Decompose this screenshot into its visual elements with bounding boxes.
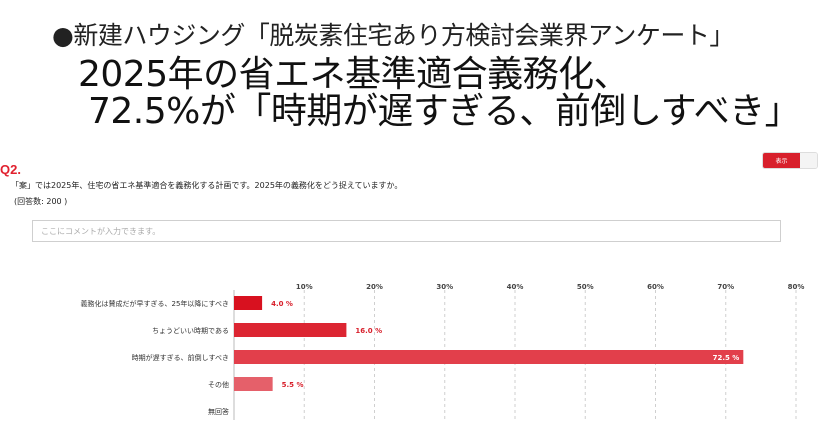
- value-label: 5.5 %: [282, 381, 304, 389]
- toggle-knob[interactable]: [800, 153, 817, 168]
- x-tick-label: 60%: [647, 283, 664, 291]
- display-toggle[interactable]: 表示: [762, 152, 818, 169]
- value-label: 72.5 %: [713, 354, 740, 362]
- bar: [234, 323, 347, 337]
- response-count: (回答数: 200 ): [14, 197, 68, 206]
- bar-chart: 10% 20% 30% 40% 50% 60% 70% 80% 義務化は賛成だが早すぎる、25年…: [81, 283, 805, 420]
- headline-title: 2025年の省エネ基準適合義務化、: [78, 54, 630, 95]
- x-tick-label: 50%: [577, 283, 594, 291]
- x-tick-label: 30%: [436, 283, 453, 291]
- value-label: 16.0 %: [355, 327, 382, 335]
- category-label: ちょうどいい時期である: [152, 327, 229, 335]
- headline-source: ●新建ハウジング「脱炭素住宅あり方検討会業界アンケート」: [52, 21, 734, 50]
- comment-input[interactable]: [32, 220, 781, 242]
- x-tick-label: 10%: [296, 283, 313, 291]
- question-text: 「案」では2025年、住宅の省エネ基準適合を義務化する計画です。2025年の義務…: [11, 181, 403, 190]
- x-tick-label: 70%: [717, 283, 734, 291]
- value-label: 4.0 %: [271, 300, 293, 308]
- x-tick-label: 40%: [507, 283, 524, 291]
- category-label: 時期が遅すぎる、前倒しすべき: [132, 353, 229, 362]
- question-number: Q2.: [0, 162, 21, 177]
- category-label: 無回答: [208, 407, 229, 416]
- headline-subtitle: 72.5%が「時期が遅すぎる、前倒しすべき」: [88, 91, 801, 132]
- toggle-label: 表示: [763, 153, 800, 168]
- x-tick-label: 20%: [366, 283, 383, 291]
- bar: [234, 296, 263, 310]
- category-label: その他: [208, 380, 229, 389]
- x-tick-label: 80%: [788, 283, 805, 291]
- bar: [234, 350, 744, 364]
- bar: [234, 377, 273, 391]
- category-label: 義務化は賛成だが早すぎる、25年以降にすべき: [81, 299, 230, 308]
